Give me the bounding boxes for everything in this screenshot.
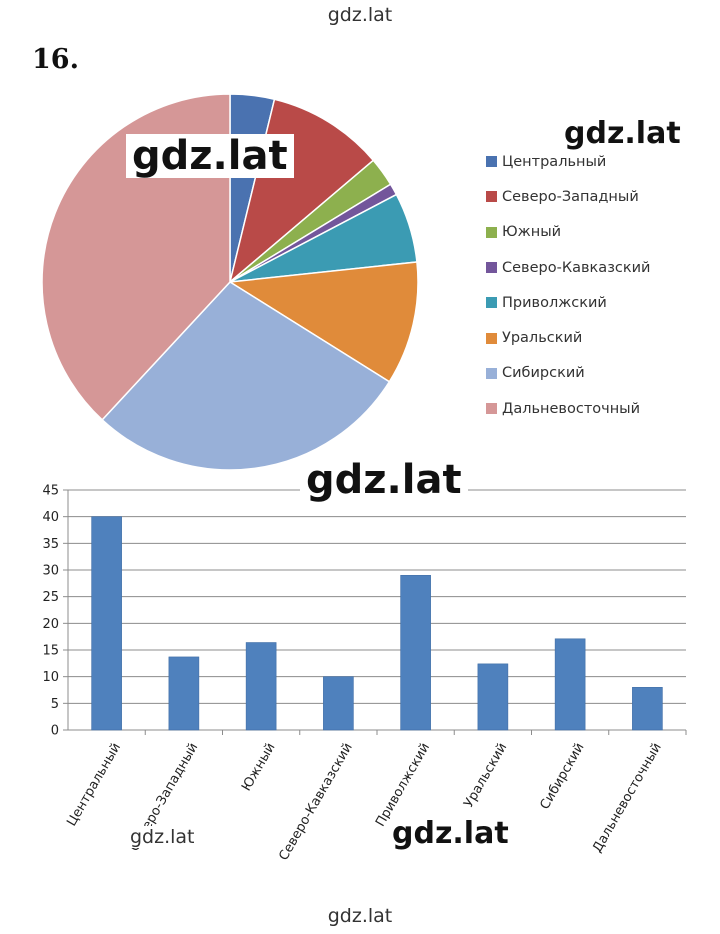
x-category-label: Уральский bbox=[461, 741, 510, 811]
legend-label: Сибирский bbox=[502, 365, 585, 382]
legend-item: Дальневосточный bbox=[486, 391, 706, 426]
watermark-bar-center: gdz.lat bbox=[390, 816, 511, 851]
legend-swatch bbox=[486, 156, 497, 168]
watermark-bottom: gdz.lat bbox=[327, 905, 393, 927]
bar bbox=[91, 516, 122, 731]
legend-label: Дальневосточный bbox=[502, 400, 641, 417]
legend-label: Центральный bbox=[502, 153, 607, 170]
y-tick-label: 0 bbox=[51, 724, 59, 739]
x-category-label: Южный bbox=[239, 741, 278, 794]
y-tick-label: 35 bbox=[42, 537, 59, 552]
legend-item: Южный bbox=[486, 215, 706, 250]
y-tick-label: 5 bbox=[51, 697, 59, 712]
bar bbox=[632, 687, 663, 731]
x-category-label: Северо-Кавказский bbox=[276, 741, 356, 864]
legend-item: Приволжский bbox=[486, 285, 706, 320]
x-category-label: Дальневосточный bbox=[590, 741, 665, 856]
watermark-center: gdz.lat bbox=[300, 458, 468, 502]
legend-item: Уральский bbox=[486, 320, 706, 355]
x-category-label: Центральный bbox=[64, 741, 124, 830]
y-tick-label: 20 bbox=[42, 617, 59, 632]
bar bbox=[554, 638, 586, 731]
legend-item: Центральный bbox=[486, 144, 706, 179]
watermark-bar-left: gdz.lat bbox=[130, 826, 195, 848]
x-category-label: Сибирский bbox=[538, 741, 588, 813]
watermark-top: gdz.lat bbox=[327, 4, 393, 26]
bar bbox=[400, 575, 431, 731]
y-tick-label: 10 bbox=[42, 670, 59, 685]
legend-label: Уральский bbox=[502, 330, 583, 347]
legend-item: Сибирский bbox=[486, 356, 706, 391]
legend-label: Северо-Кавказский bbox=[502, 259, 651, 276]
bar bbox=[477, 663, 509, 731]
pie-legend: Центральный Северо-Западный Южный Северо-Ка… bbox=[486, 144, 706, 426]
legend-label: Приволжский bbox=[502, 294, 607, 311]
pie-slice bbox=[227, 261, 419, 383]
y-tick-label: 40 bbox=[42, 510, 59, 525]
legend-item: Северо-Западный bbox=[486, 179, 706, 214]
y-tick-label: 15 bbox=[42, 644, 59, 659]
legend-swatch bbox=[486, 403, 497, 415]
legend-swatch bbox=[486, 262, 497, 274]
legend-label: Северо-Западный bbox=[502, 188, 639, 205]
bar bbox=[245, 642, 277, 731]
watermark-right: gdz.lat bbox=[562, 116, 683, 151]
bar bbox=[168, 656, 200, 731]
task-number: 16. bbox=[32, 44, 79, 75]
legend-swatch bbox=[486, 226, 497, 238]
y-tick-label: 30 bbox=[42, 564, 59, 579]
legend-swatch bbox=[486, 297, 497, 309]
legend-swatch bbox=[486, 332, 497, 344]
y-tick-label: 25 bbox=[42, 590, 59, 605]
legend-item: Северо-Кавказский bbox=[486, 250, 706, 285]
bar bbox=[323, 676, 354, 731]
legend-swatch bbox=[486, 191, 497, 203]
watermark-pie: gdz.lat bbox=[126, 134, 294, 178]
y-tick-label: 45 bbox=[42, 484, 59, 499]
legend-label: Южный bbox=[502, 224, 562, 241]
legend-swatch bbox=[486, 367, 497, 379]
pie-slice bbox=[101, 281, 391, 471]
